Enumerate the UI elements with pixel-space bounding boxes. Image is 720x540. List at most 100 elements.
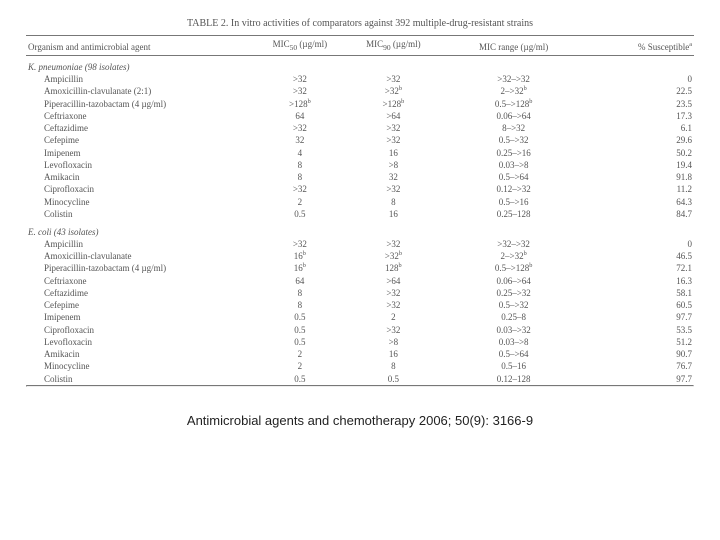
cell-mic50: 4 <box>253 147 347 159</box>
cell-range: 0.06–>64 <box>440 275 587 287</box>
cell-susceptible: 60.5 <box>587 300 694 312</box>
table-row: Amikacin8320.5–>6491.8 <box>26 172 694 184</box>
cell-susceptible: 51.2 <box>587 336 694 348</box>
cell-agent: Imipenem <box>26 312 253 324</box>
cell-susceptible: 19.4 <box>587 159 694 171</box>
table-row: Amikacin2160.5–>6490.7 <box>26 349 694 361</box>
cell-range: 0.25–>32 <box>440 287 587 299</box>
cell-mic90: 16 <box>347 147 441 159</box>
cell-mic90: 16 <box>347 349 441 361</box>
cell-mic50: 0.5 <box>253 373 347 385</box>
cell-agent: Imipenem <box>26 147 253 159</box>
cell-mic90: >32 <box>347 324 441 336</box>
cell-agent: Ampicillin <box>26 74 253 86</box>
cell-agent: Ceftazidime <box>26 123 253 135</box>
cell-mic90: >8 <box>347 159 441 171</box>
cell-range: 0.03–>8 <box>440 336 587 348</box>
page: TABLE 2. In vitro activities of comparat… <box>0 0 720 428</box>
cell-susceptible: 11.2 <box>587 184 694 196</box>
organism-header: E. coli (43 isolates) <box>26 221 694 239</box>
cell-susceptible: 84.7 <box>587 208 694 220</box>
cell-agent: Piperacillin-tazobactam (4 µg/ml) <box>26 263 253 275</box>
cell-agent: Levofloxacin <box>26 336 253 348</box>
table-row: Imipenem0.520.25–897.7 <box>26 312 694 324</box>
cell-mic50: >32 <box>253 238 347 250</box>
table-row: Colistin0.50.50.12–12897.7 <box>26 373 694 385</box>
cell-mic90: >32 <box>347 300 441 312</box>
cell-susceptible: 23.5 <box>587 98 694 110</box>
cell-mic90: >32 <box>347 135 441 147</box>
cell-mic90: >32 <box>347 238 441 250</box>
cell-agent: Minocycline <box>26 361 253 373</box>
cell-mic90: 8 <box>347 361 441 373</box>
cell-range: 0.5–>32 <box>440 300 587 312</box>
cell-range: 2–>32b <box>440 86 587 98</box>
table-row: Ceftriaxone64>640.06–>6416.3 <box>26 275 694 287</box>
table-row: Piperacillin-tazobactam (4 µg/ml)16b128b… <box>26 263 694 275</box>
cell-mic50: 16b <box>253 263 347 275</box>
cell-mic90: >64 <box>347 275 441 287</box>
cell-range: 0.12–>32 <box>440 184 587 196</box>
cell-mic50: 0.5 <box>253 208 347 220</box>
cell-mic50: 2 <box>253 361 347 373</box>
col-mic50: MIC50 (µg/ml) <box>253 36 347 56</box>
table-row: Ceftazidime8>320.25–>3258.1 <box>26 287 694 299</box>
table-title: TABLE 2. In vitro activities of comparat… <box>26 18 694 29</box>
table-row: Ampicillin>32>32>32–>320 <box>26 238 694 250</box>
cell-agent: Amoxicillin-clavulanate <box>26 251 253 263</box>
cell-range: 0.25–>16 <box>440 147 587 159</box>
cell-mic90: >128b <box>347 98 441 110</box>
bottom-rule <box>26 385 694 387</box>
cell-mic90: >8 <box>347 336 441 348</box>
cell-range: 0.5–>32 <box>440 135 587 147</box>
cell-range: 2–>32b <box>440 251 587 263</box>
table-row: Levofloxacin0.5>80.03–>851.2 <box>26 336 694 348</box>
cell-susceptible: 72.1 <box>587 263 694 275</box>
cell-range: 0.5–>64 <box>440 349 587 361</box>
cell-mic90: >32 <box>347 123 441 135</box>
cell-susceptible: 46.5 <box>587 251 694 263</box>
cell-range: 0.5–>128b <box>440 263 587 275</box>
cell-range: 0.5–16 <box>440 361 587 373</box>
table-row: Piperacillin-tazobactam (4 µg/ml)>128b>1… <box>26 98 694 110</box>
cell-agent: Ciprofloxacin <box>26 324 253 336</box>
cell-susceptible: 16.3 <box>587 275 694 287</box>
cell-range: 0.06–>64 <box>440 110 587 122</box>
table-row: Cefepime32>320.5–>3229.6 <box>26 135 694 147</box>
cell-agent: Colistin <box>26 373 253 385</box>
cell-agent: Piperacillin-tazobactam (4 µg/ml) <box>26 98 253 110</box>
table-row: Levofloxacin8>80.03–>819.4 <box>26 159 694 171</box>
cell-susceptible: 6.1 <box>587 123 694 135</box>
cell-agent: Ciprofloxacin <box>26 184 253 196</box>
cell-mic90: >32 <box>347 74 441 86</box>
col-organism: Organism and antimicrobial agent <box>26 36 253 56</box>
cell-mic50: 16b <box>253 251 347 263</box>
cell-mic90: >64 <box>347 110 441 122</box>
cell-mic50: >32 <box>253 123 347 135</box>
cell-mic90: >32 <box>347 287 441 299</box>
cell-mic90: >32b <box>347 86 441 98</box>
cell-agent: Ceftriaxone <box>26 110 253 122</box>
table-row: Ampicillin>32>32>32–>320 <box>26 74 694 86</box>
citation: Antimicrobial agents and chemotherapy 20… <box>26 413 694 428</box>
table-row: Ceftazidime>32>328–>326.1 <box>26 123 694 135</box>
cell-mic90: 8 <box>347 196 441 208</box>
cell-agent: Cefepime <box>26 135 253 147</box>
cell-susceptible: 22.5 <box>587 86 694 98</box>
col-susceptible: % Susceptiblea <box>587 36 694 56</box>
cell-mic90: >32 <box>347 184 441 196</box>
table-header-row: Organism and antimicrobial agent MIC50 (… <box>26 36 694 56</box>
cell-susceptible: 76.7 <box>587 361 694 373</box>
organism-header-cell: E. coli (43 isolates) <box>26 221 694 239</box>
mic-table: Organism and antimicrobial agent MIC50 (… <box>26 35 694 385</box>
cell-susceptible: 64.3 <box>587 196 694 208</box>
cell-mic90: 128b <box>347 263 441 275</box>
cell-mic90: 0.5 <box>347 373 441 385</box>
table-row: Minocycline280.5–1676.7 <box>26 361 694 373</box>
cell-agent: Levofloxacin <box>26 159 253 171</box>
cell-range: 0.5–>64 <box>440 172 587 184</box>
cell-mic90: 16 <box>347 208 441 220</box>
cell-range: 0.5–>128b <box>440 98 587 110</box>
organism-header-cell: K. pneumoniae (98 isolates) <box>26 55 694 73</box>
cell-agent: Amikacin <box>26 172 253 184</box>
